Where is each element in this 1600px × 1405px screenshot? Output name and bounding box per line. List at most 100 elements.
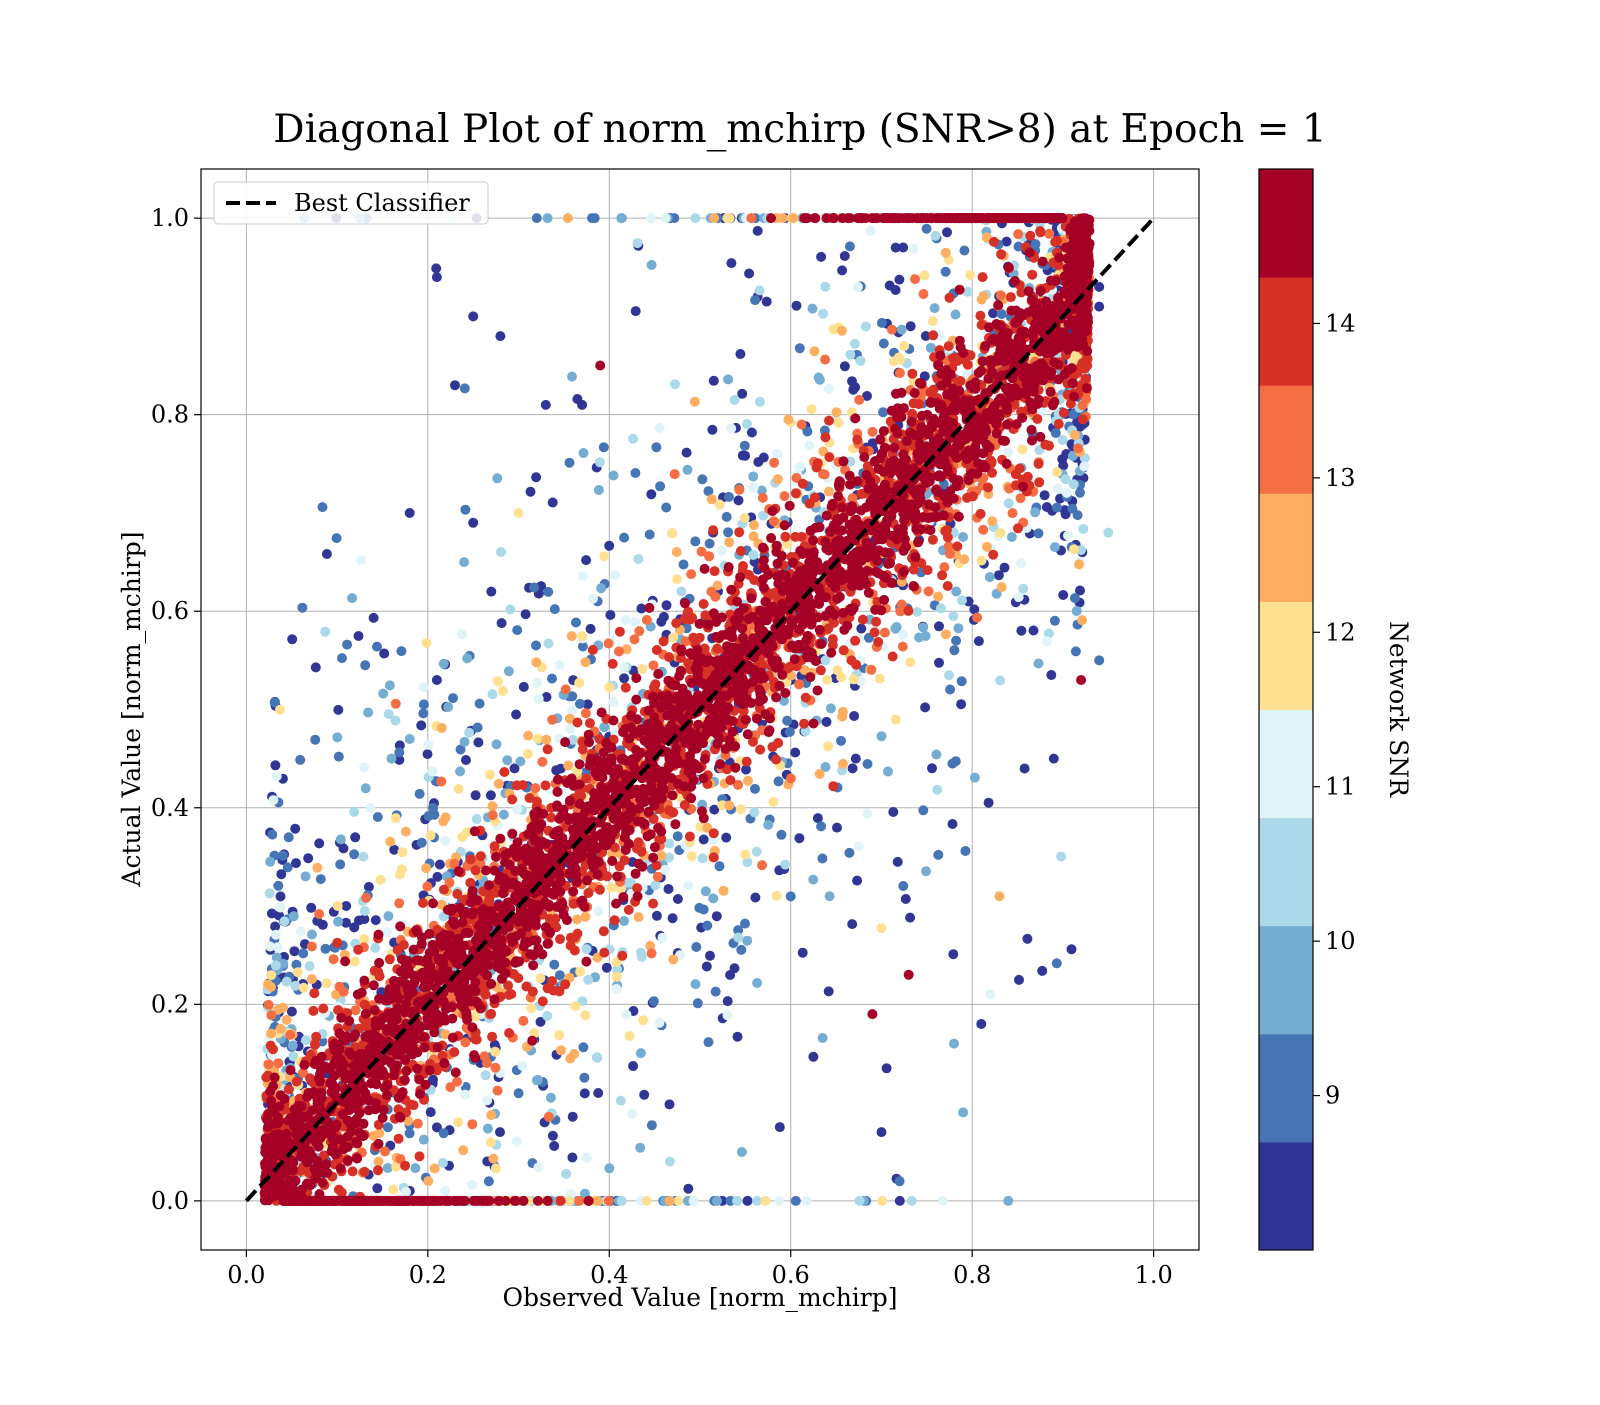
scatter-point <box>648 899 658 909</box>
scatter-point <box>976 509 986 519</box>
scatter-point <box>815 769 825 779</box>
scatter-point <box>794 833 804 843</box>
scatter-point <box>318 502 328 512</box>
scatter-point <box>314 838 324 848</box>
scatter-point <box>621 683 631 693</box>
scatter-point <box>995 676 1005 686</box>
scatter-point <box>299 983 309 993</box>
scatter-point <box>550 604 560 614</box>
scatter-point <box>730 395 740 405</box>
scatter-point <box>661 503 671 513</box>
scatter-point <box>945 293 955 303</box>
scatter-point <box>749 483 759 493</box>
scatter-point <box>951 310 961 320</box>
scatter-point <box>698 853 708 863</box>
scatter-point <box>523 749 533 759</box>
scatter-point <box>413 1119 423 1129</box>
scatter-point <box>578 571 588 581</box>
scatter-point <box>285 1030 295 1040</box>
scatter-point <box>978 525 988 535</box>
scatter-point <box>732 1196 742 1206</box>
scatter-point <box>295 755 305 765</box>
scatter-point <box>1042 636 1052 646</box>
scatter-point <box>734 485 744 495</box>
scatter-point <box>637 664 647 674</box>
scatter-point <box>877 1127 887 1137</box>
scatter-point <box>662 600 672 610</box>
scatter-point <box>332 938 342 948</box>
scatter-point <box>893 857 903 867</box>
scatter-point <box>599 442 609 452</box>
scatter-point <box>440 836 450 846</box>
scatter-point <box>554 1030 564 1040</box>
scatter-point <box>485 770 495 780</box>
scatter-point <box>1020 764 1030 774</box>
scatter-point <box>529 583 539 593</box>
scatter-point <box>649 660 659 670</box>
scatter-point <box>837 265 847 275</box>
scatter-point <box>492 473 502 483</box>
scatter-point <box>633 238 643 248</box>
scatter-point <box>1071 646 1081 656</box>
scatter-point <box>590 213 600 223</box>
scatter-point <box>619 673 629 683</box>
scatter-point <box>510 1196 520 1206</box>
scatter-point <box>421 863 431 873</box>
scatter-point <box>385 680 395 690</box>
scatter-point <box>337 653 347 663</box>
scatter-point <box>786 773 796 783</box>
scatter-point <box>569 1049 579 1059</box>
scatter-point <box>985 572 995 582</box>
scatter-point <box>982 542 992 552</box>
scatter-point <box>599 551 609 561</box>
scatter-point <box>932 785 942 795</box>
scatter-point <box>786 891 796 901</box>
scatter-point <box>395 870 405 880</box>
scatter-point <box>605 610 615 620</box>
scatter-point <box>655 1018 665 1028</box>
scatter-point <box>504 1028 514 1038</box>
scatter-point <box>573 929 583 939</box>
scatter-point <box>521 982 531 992</box>
scatter-point <box>266 982 276 992</box>
scatter-point <box>653 872 663 882</box>
scatter-point <box>983 483 993 493</box>
scatter-point <box>577 631 587 641</box>
scatter-point <box>347 593 357 603</box>
scatter-point <box>616 213 626 223</box>
scatter-point <box>628 434 638 444</box>
scatter-point <box>273 942 283 952</box>
scatter-point <box>956 699 966 709</box>
scatter-point <box>877 1196 887 1206</box>
scatter-point <box>820 355 830 365</box>
scatter-point <box>487 1032 497 1042</box>
scatter-point <box>949 1039 959 1049</box>
scatter-point <box>926 387 936 397</box>
scatter-point <box>877 731 887 741</box>
scatter-point <box>594 485 604 495</box>
scatter-point <box>423 749 433 759</box>
scatter-point <box>798 479 808 489</box>
scatter-point <box>910 274 920 284</box>
scatter-point <box>314 909 324 919</box>
scatter-point <box>1008 508 1018 518</box>
scatter-point <box>768 797 778 807</box>
scatter-point <box>385 837 395 847</box>
scatter-point <box>616 1096 626 1106</box>
scatter-point <box>1094 655 1104 665</box>
scatter-point <box>301 871 311 881</box>
scatter-point <box>566 941 576 951</box>
scatter-point <box>499 767 509 777</box>
scatter-point <box>1078 358 1088 368</box>
scatter-point <box>563 761 573 771</box>
scatter-point <box>1027 270 1037 280</box>
scatter-point <box>898 630 908 640</box>
scatter-point <box>975 311 985 321</box>
scatter-point <box>457 832 467 842</box>
scatter-point <box>612 972 622 982</box>
scatter-point <box>405 734 415 744</box>
scatter-point <box>840 251 850 261</box>
scatter-point <box>743 1196 753 1206</box>
scatter-point <box>1040 490 1050 500</box>
scatter-point <box>794 679 804 689</box>
